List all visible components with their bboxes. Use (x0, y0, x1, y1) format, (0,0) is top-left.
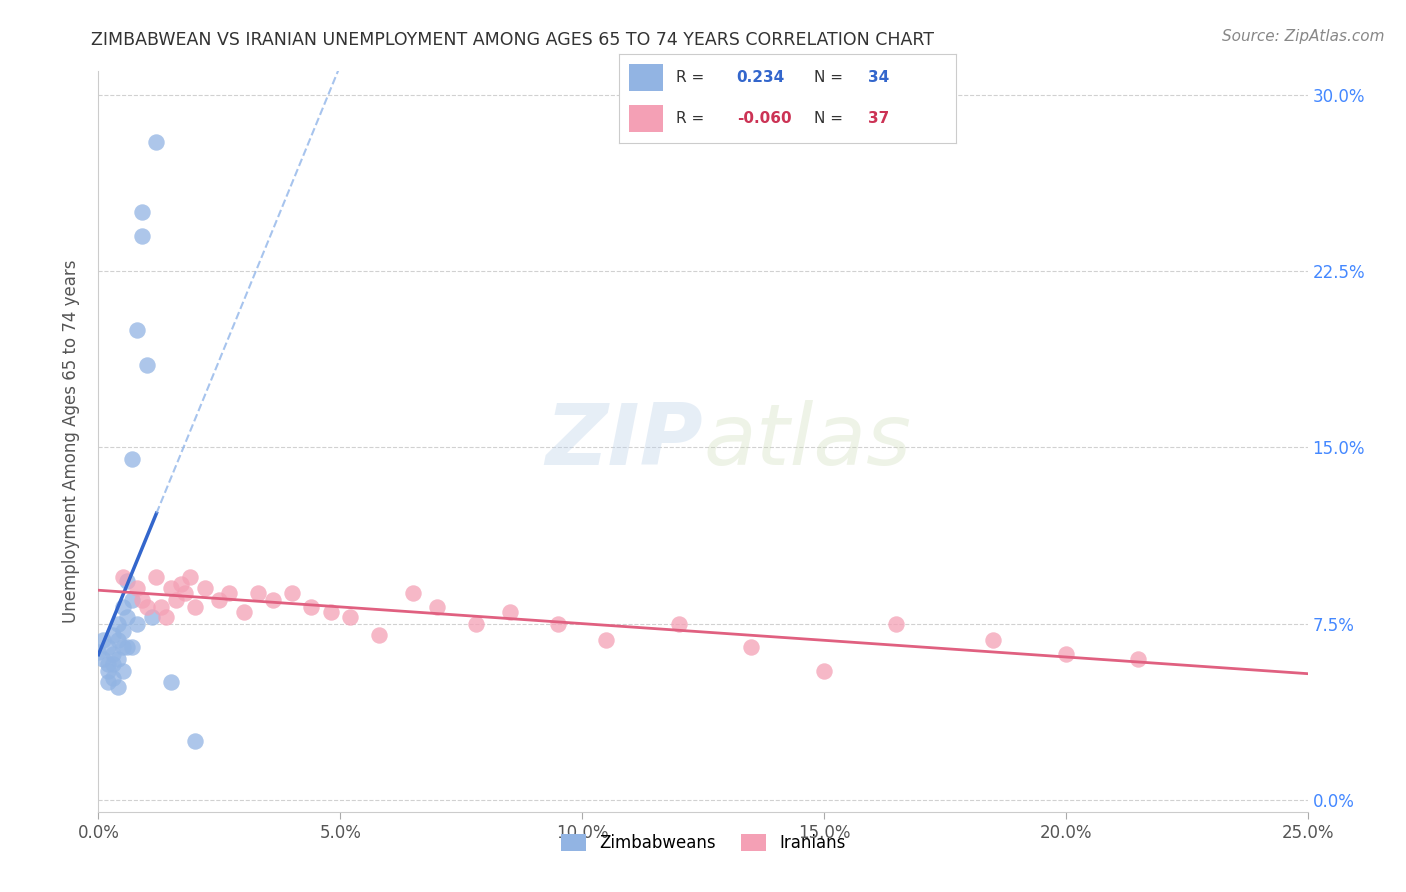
Point (464, 616, 486, 631)
Point (262, 593, 284, 607)
Point (101, 647, 124, 661)
Point (339, 609, 361, 624)
Text: ZIP: ZIP (546, 400, 703, 483)
Point (107, 616, 129, 631)
Point (155, 609, 177, 624)
Point (121, 452, 143, 467)
Point (97, 640, 120, 655)
Point (127, 616, 149, 631)
Point (101, 657, 124, 671)
Point (135, 600, 157, 615)
Point (740, 640, 762, 655)
Point (368, 628, 391, 642)
Point (886, 616, 908, 631)
Point (169, 576, 191, 591)
Point (299, 600, 322, 615)
Bar (628, 105, 662, 132)
Text: N =: N = (814, 70, 848, 85)
Point (174, 586, 197, 600)
Point (127, 323, 149, 337)
Point (117, 609, 139, 624)
Point (117, 640, 139, 655)
Point (160, 582, 183, 596)
Point (131, 228, 153, 243)
Point (1128, 652, 1150, 666)
Point (111, 664, 134, 678)
Text: Source: ZipAtlas.com: Source: ZipAtlas.com (1222, 29, 1385, 44)
Text: 37: 37 (869, 112, 890, 126)
Point (107, 680, 129, 694)
Point (121, 593, 143, 607)
Text: -0.060: -0.060 (737, 112, 792, 126)
Point (208, 593, 231, 607)
Point (595, 633, 617, 648)
Point (121, 640, 143, 655)
Point (184, 734, 207, 748)
Point (97, 675, 120, 690)
Point (547, 616, 569, 631)
Point (668, 616, 690, 631)
Point (91, 652, 114, 666)
Point (498, 605, 520, 619)
Text: N =: N = (814, 112, 848, 126)
Point (87, 645, 110, 659)
Point (111, 640, 134, 655)
Point (131, 205, 153, 219)
Point (107, 633, 129, 648)
Point (117, 574, 139, 589)
Point (981, 633, 1004, 648)
Point (150, 600, 173, 615)
Point (97, 664, 120, 678)
Point (813, 664, 835, 678)
Point (141, 609, 163, 624)
Text: R =: R = (676, 112, 709, 126)
Point (111, 570, 134, 584)
Point (135, 358, 157, 372)
Point (218, 586, 240, 600)
Point (111, 624, 134, 638)
Point (426, 600, 449, 615)
Point (281, 586, 304, 600)
Point (145, 570, 167, 584)
Point (402, 586, 425, 600)
Point (131, 593, 153, 607)
Point (247, 586, 270, 600)
Point (97, 657, 120, 671)
Point (91, 633, 114, 648)
Point (101, 628, 124, 642)
Point (184, 600, 207, 615)
Point (232, 605, 254, 619)
Y-axis label: Unemployment Among Ages 65 to 74 years: Unemployment Among Ages 65 to 74 years (62, 260, 80, 624)
Point (194, 582, 217, 596)
Bar (628, 64, 662, 91)
Point (160, 675, 183, 690)
Legend: Zimbabweans, Iranians: Zimbabweans, Iranians (554, 828, 852, 859)
Point (145, 135, 167, 149)
Point (179, 570, 201, 584)
Text: 0.234: 0.234 (737, 70, 785, 85)
Text: atlas: atlas (703, 400, 911, 483)
Text: 34: 34 (869, 70, 890, 85)
Point (101, 671, 124, 685)
Point (107, 652, 129, 666)
Point (1054, 647, 1077, 661)
Text: R =: R = (676, 70, 709, 85)
Point (127, 582, 149, 596)
Point (319, 605, 342, 619)
Text: ZIMBABWEAN VS IRANIAN UNEMPLOYMENT AMONG AGES 65 TO 74 YEARS CORRELATION CHART: ZIMBABWEAN VS IRANIAN UNEMPLOYMENT AMONG… (91, 31, 935, 49)
Point (111, 600, 134, 615)
Point (165, 593, 187, 607)
